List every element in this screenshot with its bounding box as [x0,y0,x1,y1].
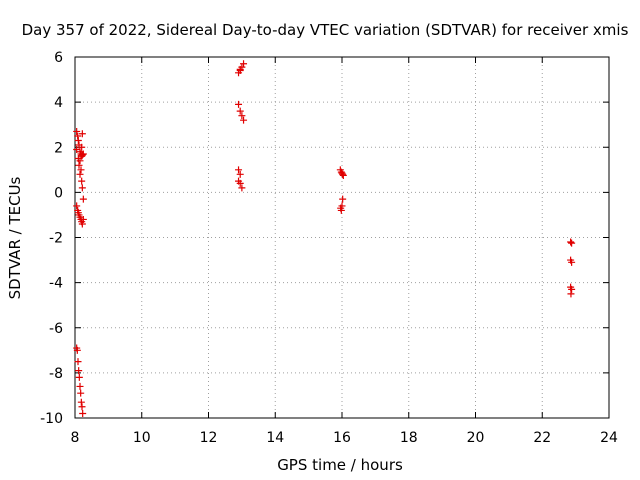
grid-lines [75,57,609,418]
x-tick-label: 14 [266,430,284,446]
x-tick-labels: 8 10 12 14 16 18 20 22 24 [71,430,618,446]
data-point [73,202,81,210]
data-point [568,285,576,293]
data-point [568,258,576,266]
data-point [78,143,86,151]
data-point [75,373,83,381]
data-point [238,184,246,192]
x-tick-label: 20 [467,430,485,446]
data-point [78,184,86,192]
data-point [236,67,244,75]
y-tick-label: -10 [40,411,63,427]
y-tick-label: -8 [49,366,63,382]
data-point [338,202,346,210]
data-point [75,161,83,169]
data-point [79,150,87,158]
y-tick-label: 0 [54,185,63,201]
data-point [79,409,87,417]
data-point [76,170,84,178]
data-point [77,166,85,174]
axis-ticks [74,56,610,419]
data-point [76,157,84,165]
data-point [78,177,86,185]
y-axis-label: SDTVAR / TECUs [6,176,24,299]
data-point [78,151,86,159]
data-point [73,127,81,135]
data-point [235,100,243,108]
y-tick-labels: -10 -8 -6 -4 -2 0 2 4 6 [40,50,63,427]
data-point [74,136,82,144]
data-point [337,206,345,214]
data-point [236,170,244,178]
y-tick-label: -4 [49,276,63,292]
data-point [567,290,575,298]
x-tick-label: 8 [71,430,80,446]
x-tick-label: 16 [333,430,351,446]
data-point [240,60,248,68]
y-tick-label: 4 [54,95,63,111]
x-tick-label: 24 [600,430,618,446]
data-point [77,398,85,406]
data-point [74,132,82,140]
data-point [75,367,83,375]
data-point [73,346,81,354]
x-tick-label: 10 [133,430,151,446]
data-point [78,130,86,138]
data-point [339,170,347,178]
data-point [79,195,87,203]
data-point [79,215,87,223]
data-point [240,116,248,124]
data-point [238,112,246,120]
y-tick-label: 2 [54,140,63,156]
y-tick-label: -6 [49,321,63,337]
data-point [236,179,244,187]
data-point [76,382,84,390]
data-point [235,166,243,174]
y-tick-label: 6 [54,50,63,66]
data-point [77,389,85,397]
data-point [339,195,347,203]
data-point [568,239,576,247]
y-tick-label: -2 [49,231,63,247]
x-axis-label: GPS time / hours [277,456,403,474]
x-tick-label: 18 [400,430,418,446]
data-point [567,238,575,246]
data-point [238,63,246,71]
data-points [73,60,576,417]
x-tick-label: 22 [533,430,551,446]
chart-title: Day 357 of 2022, Sidereal Day-to-day VTE… [22,21,629,39]
data-point [78,403,86,411]
data-point [339,171,347,179]
data-point [74,358,82,366]
data-point [78,220,86,228]
x-tick-label: 12 [200,430,218,446]
data-point [236,107,244,115]
